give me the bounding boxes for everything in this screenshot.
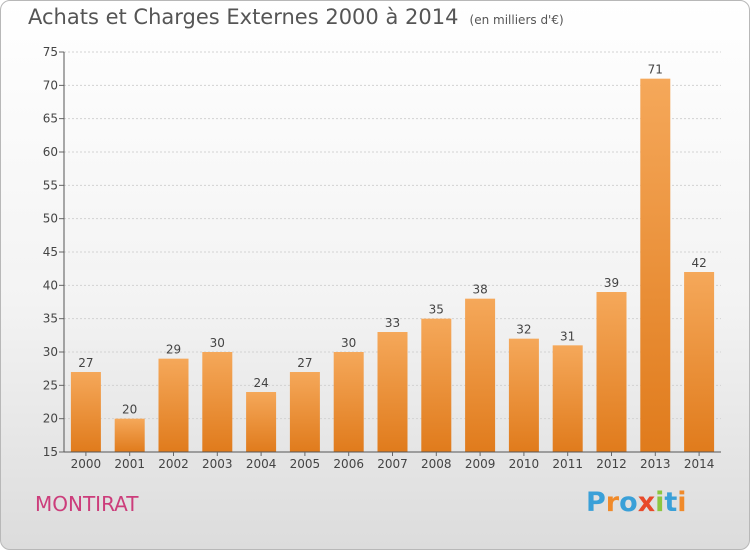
logo-letter: x <box>637 487 656 518</box>
value-label-2005: 27 <box>297 356 312 370</box>
logo-letter: i <box>677 487 687 518</box>
y-tick-label: 45 <box>43 245 58 259</box>
x-tick-label-2000: 2000 <box>71 457 102 471</box>
x-tick-label-2003: 2003 <box>202 457 233 471</box>
bar-2011 <box>552 345 583 452</box>
x-tick-label-2011: 2011 <box>552 457 583 471</box>
logo-letter: t <box>664 487 678 518</box>
bar-2007 <box>377 332 408 452</box>
bar-2001 <box>114 418 145 452</box>
x-tick-label-2013: 2013 <box>640 457 671 471</box>
bar-2000 <box>70 372 101 452</box>
chart-subtitle: (en milliers d'€) <box>469 13 564 27</box>
value-label-2014: 42 <box>691 256 706 270</box>
value-label-2009: 38 <box>472 283 487 297</box>
value-label-2013: 71 <box>648 63 663 77</box>
value-label-2000: 27 <box>78 356 93 370</box>
value-label-2004: 24 <box>253 376 268 390</box>
bar-2006 <box>333 352 364 452</box>
value-label-2010: 32 <box>516 323 531 337</box>
bar-2005 <box>289 372 320 452</box>
bar-2012 <box>596 292 627 452</box>
value-label-2002: 29 <box>166 343 181 357</box>
chart-title-block: Achats et Charges Externes 2000 à 2014 (… <box>28 5 564 29</box>
logo-letter: r <box>605 487 620 518</box>
value-label-2006: 30 <box>341 336 356 350</box>
x-tick-label-2008: 2008 <box>421 457 452 471</box>
value-label-2012: 39 <box>604 276 619 290</box>
value-label-2011: 31 <box>560 329 575 343</box>
x-tick-label-2009: 2009 <box>465 457 496 471</box>
value-label-2003: 30 <box>210 336 225 350</box>
y-tick-label: 60 <box>43 145 58 159</box>
axes: 15 20 25 30 35 40 45 50 55 60 65 70 75 2000 2001 2002 20… <box>43 45 721 471</box>
y-tick-label: 25 <box>43 378 58 392</box>
bar-2009 <box>465 298 496 452</box>
x-tick-label-2005: 2005 <box>290 457 321 471</box>
value-label-2008: 35 <box>429 303 444 317</box>
x-tick-label-2001: 2001 <box>114 457 145 471</box>
chart-title: Achats et Charges Externes 2000 à 2014 <box>28 5 459 29</box>
x-tick-label-2014: 2014 <box>684 457 715 471</box>
y-tick-label: 30 <box>43 345 58 359</box>
x-tick-label-2002: 2002 <box>158 457 189 471</box>
y-tick-label: 55 <box>43 178 58 192</box>
place-name: MONTIRAT <box>35 492 139 516</box>
bar-2014 <box>684 272 715 452</box>
bar-2010 <box>508 338 539 452</box>
value-label-2007: 33 <box>385 316 400 330</box>
y-tick-label: 20 <box>43 412 58 426</box>
x-tick-label-2012: 2012 <box>596 457 627 471</box>
logo-letter: P <box>586 487 606 518</box>
y-tick-label: 40 <box>43 278 58 292</box>
bars: 27 20 29 30 24 27 30 33 35 38 32 31 39 71 42 <box>70 63 715 453</box>
value-label-2001: 20 <box>122 403 137 417</box>
y-tick-label: 70 <box>43 78 58 92</box>
y-tick-label: 75 <box>43 45 58 59</box>
y-tick-label: 50 <box>43 212 58 226</box>
x-tick-label-2004: 2004 <box>246 457 277 471</box>
logo-letter: i <box>655 487 665 518</box>
y-tick-label: 35 <box>43 312 58 326</box>
proxiti-logo: Proxiti <box>586 487 687 518</box>
x-tick-label-2006: 2006 <box>333 457 364 471</box>
logo-letter: o <box>619 487 638 518</box>
bar-2002 <box>158 358 189 452</box>
bar-2008 <box>421 318 452 452</box>
x-tick-label-2010: 2010 <box>509 457 540 471</box>
y-tick-label: 65 <box>43 112 58 126</box>
bar-2003 <box>202 352 233 452</box>
x-tick-label-2007: 2007 <box>377 457 408 471</box>
y-tick-label: 15 <box>43 445 58 459</box>
bar-2013 <box>640 78 671 453</box>
bar-2004 <box>246 392 277 452</box>
